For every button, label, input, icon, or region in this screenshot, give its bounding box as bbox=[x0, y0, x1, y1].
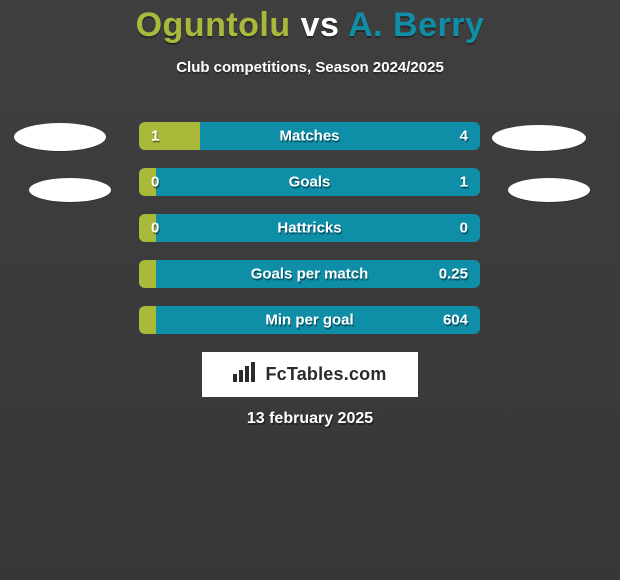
bar-left-fill bbox=[139, 306, 156, 334]
stat-value-right: 0 bbox=[460, 220, 468, 237]
stat-label: Goals bbox=[289, 174, 331, 191]
stat-row: Goals per match 0.25 bbox=[139, 260, 480, 288]
stat-value-left: 1 bbox=[151, 128, 159, 145]
decorative-ellipse bbox=[14, 123, 106, 151]
stat-value-right: 604 bbox=[443, 312, 468, 329]
title-player-left: Oguntolu bbox=[136, 6, 291, 44]
stat-label: Matches bbox=[279, 128, 339, 145]
stat-row: 0 Hattricks 0 bbox=[139, 214, 480, 242]
stat-row: 0 Goals 1 bbox=[139, 168, 480, 196]
bar-left-fill bbox=[139, 122, 200, 150]
bar-left-fill bbox=[139, 260, 156, 288]
stat-value-left: 0 bbox=[151, 174, 159, 191]
stat-value-right: 1 bbox=[460, 174, 468, 191]
brand-text: FcTables.com bbox=[265, 364, 386, 385]
decorative-ellipse bbox=[508, 178, 590, 202]
stat-value-right: 0.25 bbox=[439, 266, 468, 283]
stat-row: Min per goal 604 bbox=[139, 306, 480, 334]
decorative-ellipse bbox=[29, 178, 111, 202]
title-player-right: A. Berry bbox=[348, 6, 484, 44]
stat-label: Goals per match bbox=[251, 266, 369, 283]
decorative-ellipse bbox=[492, 125, 586, 151]
bars-icon bbox=[233, 362, 259, 387]
stat-value-left: 0 bbox=[151, 220, 159, 237]
stat-value-right: 4 bbox=[460, 128, 468, 145]
stat-label: Min per goal bbox=[265, 312, 353, 329]
title-vs: vs bbox=[291, 6, 348, 44]
stat-row: 1 Matches 4 bbox=[139, 122, 480, 150]
brand-box: FcTables.com bbox=[202, 352, 418, 397]
subtitle: Club competitions, Season 2024/2025 bbox=[0, 59, 620, 76]
page-title: Oguntolu vs A. Berry bbox=[0, 0, 620, 45]
comparison-chart: 1 Matches 4 0 Goals 1 0 Hattricks 0 Goals per mat… bbox=[0, 122, 620, 352]
date-label: 13 february 2025 bbox=[247, 410, 373, 428]
stat-label: Hattricks bbox=[277, 220, 341, 237]
